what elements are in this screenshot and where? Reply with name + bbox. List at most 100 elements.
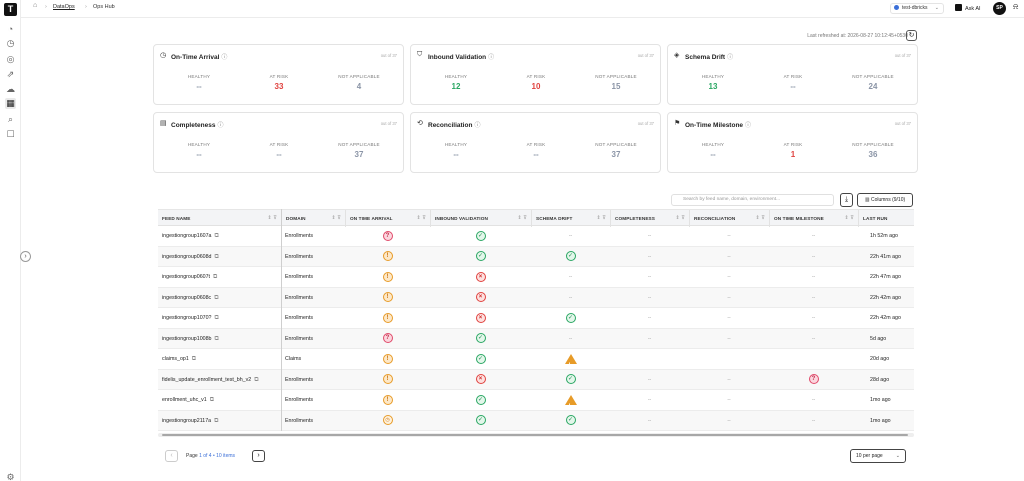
settings-nav-icon[interactable]: ⚙ <box>6 472 15 481</box>
table-row[interactable]: ingestiongroup1008b ⧉ Enrollments? ✓ -- -- -- -… <box>158 328 914 349</box>
cloud-nav-icon[interactable]: ☁ <box>6 84 15 94</box>
next-page-button[interactable]: › <box>252 450 265 462</box>
warning-icon[interactable]: ! <box>382 374 393 385</box>
ask-ai-button[interactable]: Ask AI <box>955 4 981 12</box>
copy-icon[interactable]: ⧉ <box>214 253 219 260</box>
column-header[interactable]: INBOUND VALIDATION ⇕ ⊽ <box>430 210 531 227</box>
catalog-nav-icon[interactable]: ◎ <box>6 54 15 64</box>
table-row[interactable]: ingestiongroup2117a ⧉ Enrollments ◷ ✓ ✓ -- -- --… <box>158 410 914 431</box>
sort-filter-icon[interactable]: ⇕ ⊽ <box>331 215 341 221</box>
feed-name[interactable]: fidelis_update_enrollment_test_bh_v2 <box>162 376 252 383</box>
check-icon[interactable]: ✓ <box>475 353 486 364</box>
check-icon[interactable]: ✓ <box>475 394 486 405</box>
feed-name[interactable]: claims_op1 <box>162 356 189 362</box>
feed-name[interactable]: ingestiongroup2117a <box>162 417 212 424</box>
sort-filter-icon[interactable]: ⇕ ⊽ <box>844 215 854 221</box>
breadcrumb-dataops[interactable]: DataOps <box>53 4 75 10</box>
expand-sidebar-icon[interactable]: › <box>20 251 31 262</box>
table-row[interactable]: claims_op1⧉ Claims! ✓ 20d ago <box>158 349 914 376</box>
alert-triangle-icon[interactable] <box>564 394 577 417</box>
copy-icon[interactable]: ⧉ <box>213 274 218 280</box>
sort-filter-icon[interactable]: ⇕ ⊽ <box>416 215 426 221</box>
warning-icon[interactable]: ! <box>382 271 393 282</box>
column-header[interactable]: COMPLETENESS ⇕ ⊽ <box>610 210 689 227</box>
table-row[interactable]: ingestiongroup1607a ⧉ Enrollments? ✓ -- -- -- -… <box>158 226 914 247</box>
feed-name[interactable]: enrollment_uhc_v1 <box>162 397 207 403</box>
info-icon[interactable]: ⓘ <box>488 55 495 61</box>
copy-icon[interactable]: ⧉ <box>254 376 259 383</box>
warning-icon[interactable]: ! <box>382 292 393 303</box>
chat-nav-icon[interactable]: ☐ <box>6 129 15 139</box>
sort-filter-icon[interactable]: ⇕ ⊽ <box>675 215 685 221</box>
error-icon[interactable]: × <box>475 312 486 323</box>
sort-filter-icon[interactable]: ⇕ ⊽ <box>596 215 606 221</box>
alert-triangle-icon[interactable] <box>564 353 577 376</box>
critical-icon[interactable]: ? <box>382 333 393 344</box>
copy-icon[interactable]: ⧉ <box>214 233 219 239</box>
avatar[interactable]: SP <box>993 2 1006 15</box>
table-row[interactable]: enrollment_uhc_v1⧉ Enrollments! ✓ -- -- -- 1mo… <box>158 390 914 417</box>
feed-name[interactable]: ingestiongroup1070? <box>162 315 212 321</box>
info-icon[interactable]: ⓘ <box>474 123 481 129</box>
info-icon[interactable]: ⓘ <box>221 55 228 61</box>
info-icon[interactable]: ⓘ <box>217 123 224 129</box>
info-icon[interactable]: ⓘ <box>745 123 752 129</box>
table-row[interactable]: ingestiongroup0608c ⧉ Enrollments! × -- -- -- -… <box>158 287 914 308</box>
copy-icon[interactable]: ⧉ <box>214 335 219 342</box>
feed-name[interactable]: ingestiongroup0608c <box>162 294 212 301</box>
error-icon[interactable]: × <box>475 374 486 385</box>
pipeline-nav-icon[interactable]: ⇗ <box>6 69 15 79</box>
critical-icon[interactable]: ? <box>382 230 393 241</box>
pending-clock-icon[interactable]: ◷ <box>382 415 393 426</box>
warning-icon[interactable]: ! <box>382 251 393 262</box>
check-icon[interactable]: ✓ <box>565 312 576 323</box>
home-icon[interactable]: ⌂ <box>33 2 38 9</box>
column-header[interactable]: ON TIME ARRIVAL ⇕ ⊽ <box>345 210 430 227</box>
table-row[interactable]: ingestiongroup1070? ⧉ Enrollments! × ✓ -- -- --… <box>158 308 914 329</box>
feed-name[interactable]: ingestiongroup0608d <box>162 253 212 260</box>
column-header[interactable]: LAST RUN <box>858 210 914 227</box>
table-row[interactable]: ingestiongroup0607t ⧉ Enrollments! × -- -- -- -… <box>158 267 914 288</box>
sort-filter-icon[interactable]: ⇕ ⊽ <box>755 215 765 221</box>
bell-icon[interactable]: ⍾ <box>1013 2 1019 11</box>
check-icon[interactable]: ✓ <box>565 251 576 262</box>
check-icon[interactable]: ✓ <box>475 230 486 241</box>
download-icon[interactable]: ⤓ <box>840 193 853 207</box>
copy-icon[interactable]: ⧉ <box>214 315 219 321</box>
error-icon[interactable]: × <box>475 292 486 303</box>
scrollbar-thumb[interactable] <box>162 434 908 436</box>
error-icon[interactable]: × <box>475 271 486 282</box>
search-input[interactable]: Search by feed name, domain, environment… <box>671 194 834 206</box>
column-header[interactable]: SCHEMA DRIFT ⇕ ⊽ <box>531 210 610 227</box>
check-icon[interactable]: ✓ <box>565 374 576 385</box>
sort-filter-icon[interactable]: ⇕ ⊽ <box>517 215 527 221</box>
feed-name[interactable]: ingestiongroup1607a <box>162 233 212 239</box>
critical-icon[interactable]: ? <box>808 374 819 385</box>
warning-icon[interactable]: ! <box>382 312 393 323</box>
horizontal-scrollbar[interactable] <box>158 433 914 437</box>
history-nav-icon[interactable]: ◷ <box>6 38 15 48</box>
info-icon[interactable]: ⓘ <box>727 55 734 61</box>
warning-icon[interactable]: ! <box>382 353 393 364</box>
per-page-select[interactable]: 10 per page ⌄ <box>850 449 906 463</box>
check-icon[interactable]: ✓ <box>475 415 486 426</box>
check-icon[interactable]: ✓ <box>565 415 576 426</box>
sort-filter-icon[interactable]: ⇕ ⊽ <box>267 215 277 221</box>
search-nav-icon[interactable]: ⌕ <box>7 114 14 124</box>
prev-page-button[interactable]: ‹ <box>165 450 178 462</box>
copy-icon[interactable]: ⧉ <box>191 356 197 362</box>
feed-name[interactable]: ingestiongroup1008b <box>162 335 212 342</box>
copy-icon[interactable]: ⧉ <box>209 397 215 403</box>
ops-hub-nav-icon[interactable]: ▦ <box>5 98 16 109</box>
column-header[interactable]: RECONCILIATION ⇕ ⊽ <box>689 210 769 227</box>
table-row[interactable]: ingestiongroup0608d ⧉ Enrollments! ✓ ✓ -- -- --… <box>158 246 914 267</box>
environment-select[interactable]: test-dbricks ⌄ <box>890 3 944 14</box>
table-row[interactable]: fidelis_update_enrollment_test_bh_v2 ⧉ Enr… <box>158 369 914 390</box>
columns-button[interactable]: ▥ Columns (9/10) <box>857 193 913 207</box>
warning-icon[interactable]: ! <box>382 394 393 405</box>
column-header[interactable]: FEED NAME ⇕ ⊽ <box>158 210 281 227</box>
feed-name[interactable]: ingestiongroup0607t <box>162 274 211 280</box>
app-logo[interactable]: T <box>4 3 17 16</box>
column-header[interactable]: ON TIME MILESTONE ⇕ ⊽ <box>769 210 858 227</box>
refresh-icon[interactable]: ↻ <box>906 30 917 41</box>
